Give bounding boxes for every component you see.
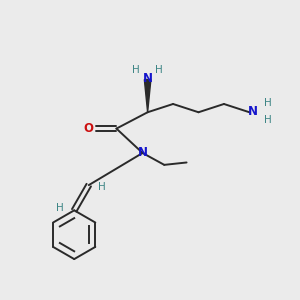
Text: H: H [264, 98, 272, 108]
Text: O: O [83, 122, 94, 135]
Text: N: N [142, 73, 153, 85]
Text: H: H [56, 203, 64, 213]
Text: H: H [133, 65, 140, 75]
Text: H: H [98, 182, 106, 192]
Text: H: H [155, 65, 163, 75]
Text: N: N [138, 146, 148, 160]
Polygon shape [144, 80, 151, 112]
Text: N: N [248, 105, 258, 118]
Text: H: H [264, 115, 272, 125]
